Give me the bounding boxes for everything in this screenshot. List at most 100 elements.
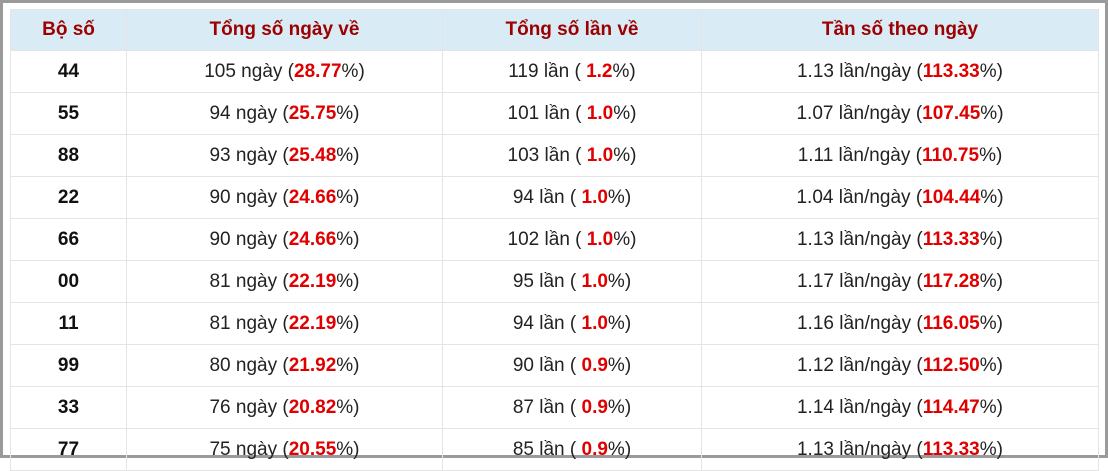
table-row: 22 90 ngày (24.66%) 94 lần ( 1.0%) 1.04 lần… [10, 176, 1099, 219]
cell-text: 1.07 lần/ngày ( [796, 102, 923, 124]
highlight-value: 20.55 [288, 438, 337, 460]
highlight-value: 113.33 [922, 228, 980, 250]
number-cell: 33 [10, 386, 127, 429]
highlight-value: 1.0 [581, 270, 608, 292]
cell-text: %) [336, 228, 360, 250]
cell-text: %) [979, 270, 1003, 292]
cell-text: %) [336, 102, 360, 124]
stat-cell: 1.13 lần/ngày (113.33%) [701, 218, 1099, 261]
cell-text: %) [336, 270, 360, 292]
highlight-value: 110.75 [921, 144, 980, 166]
table-row: 55 94 ngày (25.75%) 101 lần ( 1.0%) 1.07 lầ… [10, 92, 1099, 135]
cell-text: %) [607, 354, 632, 376]
number-cell: 66 [10, 218, 127, 261]
stat-cell: 81 ngày (22.19%) [126, 260, 443, 303]
highlight-value: 24.66 [288, 228, 337, 250]
highlight-value: 0.9 [581, 354, 608, 376]
stat-cell: 1.04 lần/ngày (104.44%) [701, 176, 1099, 219]
stat-cell: 1.11 lần/ngày (110.75%) [701, 134, 1099, 177]
number-cell: 99 [10, 344, 127, 387]
cell-text: 105 ngày ( [204, 60, 294, 82]
cell-text: %) [336, 354, 360, 376]
cell-text: 1.04 lần/ngày ( [796, 186, 923, 208]
cell-text: %) [607, 312, 632, 334]
number-cell: 55 [10, 92, 127, 135]
cell-text: 119 lần ( [508, 60, 587, 82]
stat-cell: 1.07 lần/ngày (107.45%) [701, 92, 1099, 135]
number-cell: 44 [10, 50, 127, 93]
table-row: 88 93 ngày (25.48%) 103 lần ( 1.0%) 1.11 lầ… [10, 134, 1099, 177]
cell-text: %) [607, 186, 632, 208]
stat-cell: 102 lần ( 1.0%) [442, 218, 702, 261]
cell-text: %) [980, 102, 1004, 124]
stat-cell: 119 lần ( 1.2%) [442, 50, 702, 93]
cell-text: %) [607, 396, 632, 418]
cell-text: %) [336, 186, 360, 208]
number-cell: 11 [10, 302, 127, 345]
number-cell: 00 [10, 260, 127, 303]
highlight-value: 104.44 [922, 186, 981, 208]
cell-text: %) [341, 60, 365, 82]
cell-text: 94 lần ( [512, 186, 582, 208]
stat-cell: 90 lần ( 0.9%) [442, 344, 702, 387]
cell-text: 93 ngày ( [209, 144, 289, 166]
cell-text: 90 ngày ( [209, 228, 289, 250]
highlight-value: 112.50 [922, 354, 980, 376]
stat-cell: 95 lần ( 1.0%) [442, 260, 702, 303]
stat-cell: 101 lần ( 1.0%) [442, 92, 702, 135]
highlight-value: 113.33 [922, 438, 980, 460]
table-row: 66 90 ngày (24.66%) 102 lần ( 1.0%) 1.13 lầ… [10, 218, 1099, 261]
stat-cell: 1.13 lần/ngày (113.33%) [701, 50, 1099, 93]
cell-text: 1.11 lần/ngày ( [797, 144, 922, 166]
cell-text: 1.14 lần/ngày ( [796, 396, 923, 418]
cell-text: 80 ngày ( [209, 354, 289, 376]
stat-cell: 94 lần ( 1.0%) [442, 176, 702, 219]
stat-cell: 105 ngày (28.77%) [126, 50, 443, 93]
cell-text: 94 lần ( [512, 312, 582, 334]
highlight-value: 22.19 [288, 270, 337, 292]
cell-text: %) [612, 60, 636, 82]
stat-cell: 85 lần ( 0.9%) [442, 428, 702, 471]
highlight-value: 1.0 [586, 144, 614, 166]
stat-cell: 1.12 lần/ngày (112.50%) [701, 344, 1099, 387]
table-row: 99 80 ngày (21.92%) 90 lần ( 0.9%) 1.12 lần… [10, 344, 1099, 387]
highlight-value: 113.33 [922, 60, 980, 82]
stat-cell: 76 ngày (20.82%) [126, 386, 443, 429]
highlight-value: 117.28 [922, 270, 980, 292]
cell-text: %) [336, 438, 360, 460]
cell-text: %) [613, 102, 637, 124]
highlight-value: 21.92 [288, 354, 337, 376]
cell-text: %) [979, 60, 1003, 82]
cell-text: %) [979, 312, 1003, 334]
cell-text: %) [336, 312, 360, 334]
cell-text: 101 lần ( [507, 102, 587, 124]
table-row: 00 81 ngày (22.19%) 95 lần ( 1.0%) 1.17 lần… [10, 260, 1099, 303]
cell-text: %) [607, 270, 632, 292]
cell-text: 75 ngày ( [209, 438, 289, 460]
stat-cell: 81 ngày (22.19%) [126, 302, 443, 345]
cell-text: %) [607, 438, 632, 460]
stat-cell: 1.14 lần/ngày (114.47%) [701, 386, 1099, 429]
cell-text: 87 lần ( [512, 396, 582, 418]
table-row: 44 105 ngày (28.77%) 119 lần ( 1.2%) 1.13 l… [10, 50, 1099, 93]
stat-cell: 80 ngày (21.92%) [126, 344, 443, 387]
highlight-value: 114.47 [922, 396, 980, 418]
stat-cell: 75 ngày (20.55%) [126, 428, 443, 471]
cell-text: 1.13 lần/ngày ( [796, 438, 923, 460]
cell-text: %) [979, 144, 1003, 166]
cell-text: %) [979, 438, 1003, 460]
cell-text: %) [979, 396, 1003, 418]
cell-text: 81 ngày ( [209, 312, 289, 334]
highlight-value: 1.2 [586, 60, 613, 82]
stat-cell: 90 ngày (24.66%) [126, 176, 443, 219]
cell-text: 85 lần ( [512, 438, 582, 460]
cell-text: %) [979, 354, 1003, 376]
stat-cell: 103 lần ( 1.0%) [442, 134, 702, 177]
stat-cell: 1.13 lần/ngày (113.33%) [701, 428, 1099, 471]
cell-text: 102 lần ( [507, 228, 587, 250]
highlight-value: 25.48 [288, 144, 337, 166]
cell-text: %) [980, 186, 1004, 208]
highlight-value: 1.0 [581, 312, 608, 334]
cell-text: 103 lần ( [507, 144, 587, 166]
number-cell: 77 [10, 428, 127, 471]
